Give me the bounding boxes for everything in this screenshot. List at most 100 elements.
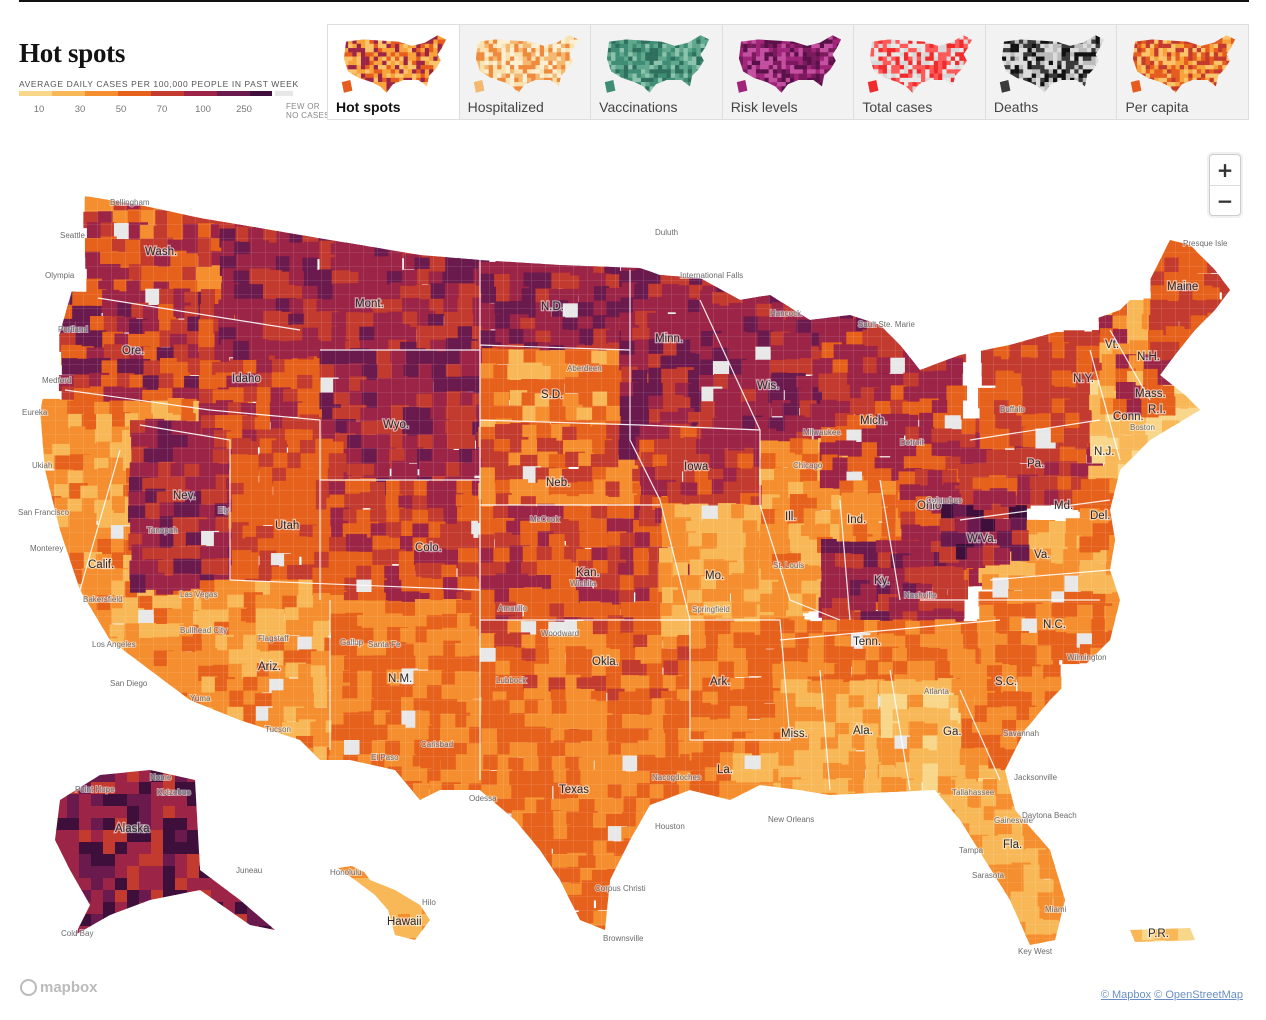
legend-swatch: [151, 91, 184, 96]
city-label: Portland: [58, 325, 88, 334]
tab-risk-levels[interactable]: Risk levels: [723, 25, 855, 119]
state-label: Wis.: [757, 380, 779, 392]
state-label: S.D.: [541, 389, 563, 401]
legend-swatch: [217, 91, 250, 96]
tab-vaccinations[interactable]: Vaccinations: [591, 25, 723, 119]
tab-thumbnail-map: [341, 35, 447, 93]
state-label: Okla.: [592, 656, 619, 668]
city-label: International Falls: [680, 271, 743, 280]
state-label: Ind.: [847, 514, 866, 526]
zoom-in-button[interactable]: +: [1210, 155, 1240, 185]
state-label: Pa.: [1027, 458, 1044, 470]
legend-caption: AVERAGE DAILY CASES PER 100,000 PEOPLE I…: [19, 79, 299, 89]
city-label: Point Hope: [75, 785, 115, 794]
legend-few-line1: FEW OR: [286, 102, 320, 111]
state-label: Wash.: [145, 246, 177, 258]
tab-thumbnail-map: [1131, 35, 1236, 93]
legend-tick: 50: [115, 104, 127, 115]
page-title: Hot spots: [19, 38, 126, 68]
city-label: Miami: [1045, 905, 1067, 914]
state-label: Alaska: [115, 823, 150, 835]
city-label: Honolulu: [330, 868, 362, 877]
city-label: Milwaukee: [803, 428, 841, 437]
state-label: Ky.: [874, 575, 890, 587]
tab-hospitalized[interactable]: Hospitalized: [460, 25, 592, 119]
city-label: Odessa: [469, 794, 497, 803]
state-label: Mo.: [705, 570, 724, 582]
state-label: N.H.: [1137, 351, 1160, 363]
state-label: N.Y.: [1073, 373, 1094, 385]
tab-label: Per capita: [1125, 99, 1189, 115]
legend-swatch: [250, 91, 272, 96]
city-label: Amarillo: [498, 604, 527, 613]
city-label: Nome: [150, 773, 172, 782]
legend-tick: 30: [74, 104, 86, 115]
state-label: Iowa: [684, 461, 709, 473]
zoom-controls: + −: [1209, 154, 1241, 216]
city-label: Nashville: [904, 591, 937, 600]
puerto-rico-shape[interactable]: [1130, 928, 1203, 953]
tab-total-cases[interactable]: Total cases: [854, 25, 986, 119]
state-label: Md.: [1054, 500, 1073, 512]
city-label: Gallup: [340, 638, 364, 647]
state-label: Ill.: [785, 511, 797, 523]
map-attribution: © Mapbox © OpenStreetMap: [1101, 989, 1243, 1001]
state-label: Wyo.: [383, 419, 409, 431]
attribution-mapbox-link[interactable]: © Mapbox: [1100, 989, 1152, 1001]
state-label: N.M.: [388, 673, 412, 685]
legend-ticks: 10 30 50 70 100 250: [19, 104, 302, 118]
city-label: Chicago: [793, 461, 823, 470]
city-label: Las Vegas: [180, 590, 217, 599]
state-label: Maine: [1167, 281, 1198, 293]
tab-per-capita[interactable]: Per capita: [1117, 25, 1248, 119]
mapbox-logo[interactable]: mapbox: [20, 979, 98, 996]
city-label: Wichita: [570, 579, 597, 588]
city-label: Seattle: [60, 231, 85, 240]
tab-thumbnail-map: [473, 35, 578, 93]
city-label: Kotzebue: [157, 788, 191, 797]
attribution-osm-link[interactable]: © OpenStreetMap: [1154, 989, 1243, 1001]
state-label: Fla.: [1003, 839, 1022, 851]
mapbox-logo-text: mapbox: [40, 979, 98, 996]
tab-deaths[interactable]: Deaths: [986, 25, 1118, 119]
tab-label: Hospitalized: [467, 99, 544, 115]
top-rule: [19, 0, 1249, 2]
tab-hot-spots[interactable]: Hot spots: [328, 25, 460, 119]
city-label: Hilo: [422, 898, 436, 907]
zoom-out-button[interactable]: −: [1210, 185, 1240, 215]
state-label: Mass.: [1135, 388, 1166, 400]
city-label: Jacksonville: [1014, 773, 1058, 782]
city-label: Flagstaff: [258, 634, 289, 643]
state-label: Ore.: [122, 345, 144, 357]
state-label: R.I.: [1148, 404, 1166, 416]
legend-swatch: [85, 91, 118, 96]
city-label: Yuma: [190, 694, 211, 703]
state-label: Tenn.: [853, 636, 881, 648]
legend-few-line2: NO CASES: [286, 111, 330, 120]
state-label: N.C.: [1043, 619, 1066, 631]
city-label: Sault Ste. Marie: [858, 320, 915, 329]
city-label: El Paso: [371, 753, 399, 762]
city-label: Daytona Beach: [1022, 811, 1077, 820]
state-label: Ala.: [853, 725, 873, 737]
city-label: Aberdeen: [567, 364, 602, 373]
city-label: Cold Bay: [61, 929, 93, 938]
city-label: Boston: [1130, 423, 1155, 432]
city-label: Bakersfield: [83, 595, 123, 604]
hawaii-shape[interactable]: [338, 866, 435, 951]
city-label: Santa Fe: [368, 640, 401, 649]
us-county-map[interactable]: Wash. Ore. Calif. Nev. Idaho Mont. Wyo. Utah Col…: [0, 130, 1266, 1020]
city-label: San Francisco: [18, 508, 70, 517]
state-label: Del.: [1090, 510, 1110, 522]
legend-tick: 70: [156, 104, 168, 115]
tab-label: Vaccinations: [599, 99, 678, 115]
state-label: Calif.: [88, 559, 114, 571]
city-label: Tucson: [265, 725, 291, 734]
city-label: Olympia: [45, 271, 75, 280]
city-label: Bullhead City: [180, 626, 227, 635]
city-label: Wilmington: [1067, 653, 1107, 662]
legend-swatch-few: [275, 91, 293, 96]
state-label: Hawaii: [387, 916, 422, 928]
city-label: Detroit: [900, 438, 924, 447]
state-label: Ariz.: [258, 661, 281, 673]
